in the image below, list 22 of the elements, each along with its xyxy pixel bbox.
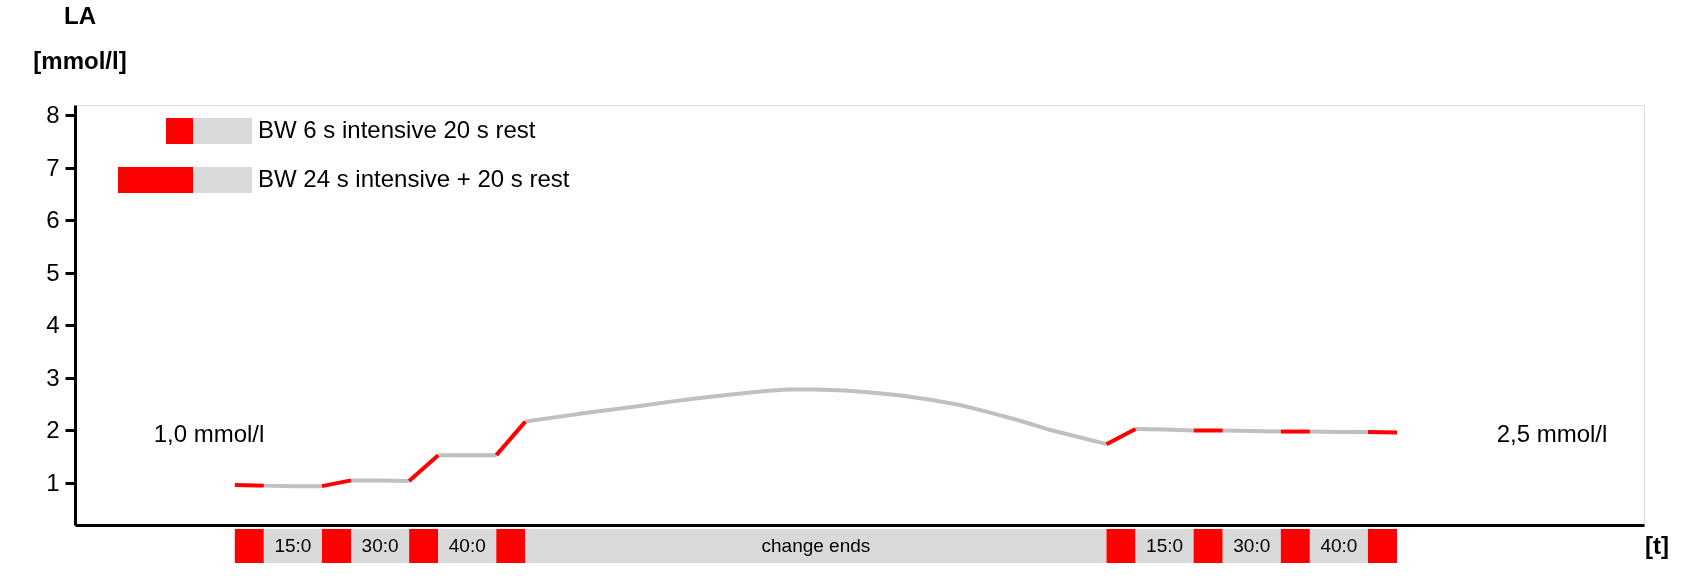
text: change ends [761, 535, 871, 556]
y-tick-label: 6 [46, 206, 60, 233]
y-tick-label: 2 [46, 416, 60, 443]
text: 40:0 [448, 535, 486, 556]
y-tick-label: 5 [46, 258, 60, 286]
text: 30:0 [361, 535, 399, 556]
annotation: BW 6 s intensive 20 s rest [258, 116, 536, 143]
y-tick-label: 8 [46, 101, 60, 128]
y-tick-label: 3 [46, 363, 60, 391]
x-axis-title: [t] [1645, 532, 1669, 559]
text: 15:0 [274, 535, 312, 556]
text: 40:0 [1320, 535, 1358, 556]
line-series [523, 387, 1109, 447]
y-tick-label: 4 [46, 311, 60, 338]
y-tick-label: 7 [46, 153, 60, 181]
annotation: 2,5 mmol/l [1496, 420, 1608, 447]
text: 30:0 [1233, 535, 1271, 556]
y-tick-label: 1 [46, 468, 60, 496]
y-axis-title: LA [mmol/l] [33, 2, 127, 74]
text: 15:0 [1146, 535, 1184, 556]
annotation: 1,0 mmol/l [153, 420, 265, 447]
annotation: BW 24 s intensive + 20 s rest [258, 165, 570, 192]
